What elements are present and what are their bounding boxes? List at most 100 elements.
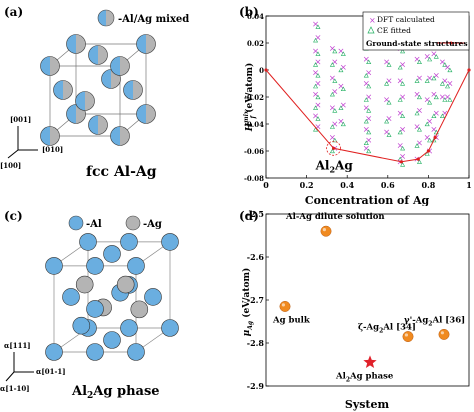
dft-point (400, 62, 406, 68)
y-tick-label: -2.8 (247, 338, 265, 348)
point-marker (402, 331, 414, 343)
al-atom (45, 343, 63, 361)
label-part: Al [34] (382, 323, 416, 333)
ce-point (386, 62, 392, 67)
al-atom (103, 331, 121, 349)
panel-c-label: (c) (4, 209, 23, 223)
dft-point (397, 110, 403, 116)
panel-c: (c) -Al -Ag α[111] α[01-1] α[1-10] Al2Ag… (0, 209, 179, 401)
y-tick-label: -0.06 (244, 147, 264, 156)
ce-point (416, 126, 422, 132)
panel-a: (a) -Al/Ag mixed [001] [010] [100] fcc A… (0, 5, 189, 180)
point-highlight (281, 303, 285, 307)
al-atom (161, 319, 179, 337)
dft-point (414, 56, 420, 62)
mixed-atom (136, 34, 156, 54)
mixed-atom (40, 56, 60, 76)
point-highlight (440, 331, 444, 335)
dft-legend-label: DFT calculated (377, 15, 435, 24)
dft-point (433, 110, 439, 116)
ce-point (416, 59, 422, 64)
y-tick-label: 0.02 (247, 39, 264, 48)
axis-01m1-label: α[01-1] (36, 367, 66, 376)
label-part: Al [36] (431, 315, 465, 325)
point-label: Al2Ag phase (335, 371, 394, 383)
mixed-atom (40, 126, 60, 146)
ce-point (332, 48, 338, 54)
y-tick-label: -0.02 (244, 93, 264, 102)
mixed-atom (66, 34, 86, 54)
dft-point (366, 70, 372, 76)
ce-point (313, 62, 319, 67)
ground-state-point (331, 146, 336, 150)
dft-point (427, 75, 433, 81)
ag-atom (75, 275, 94, 294)
al-atom (86, 343, 104, 361)
ce-point (442, 97, 448, 102)
star-marker (363, 355, 377, 369)
al-legend-label: -Al (86, 219, 102, 230)
dft-point (332, 89, 338, 95)
ce-point (424, 121, 430, 127)
dft-point (433, 72, 439, 78)
ce-point (329, 148, 335, 154)
ce-point (400, 48, 406, 54)
dft-point (386, 78, 392, 84)
al2ag-caption: Al2Ag phase (71, 384, 160, 401)
ce-point (315, 72, 321, 78)
panel-d-label: (d) (239, 209, 259, 223)
ce-point (444, 83, 451, 89)
ce-point (338, 67, 344, 73)
al-atom (120, 233, 138, 251)
dft-point (442, 78, 448, 84)
dft-point (313, 21, 318, 27)
dft-point (366, 94, 372, 100)
ce-point (424, 78, 430, 83)
ce-point (386, 99, 392, 105)
al2ag-lattice (45, 233, 179, 361)
mixed-atom (110, 126, 130, 146)
mixed-atom (53, 80, 73, 100)
mixed-atom (136, 104, 156, 124)
dft-point (427, 118, 433, 124)
dft-point (338, 48, 344, 54)
mixed-atom (110, 56, 130, 76)
mixed-atom (75, 91, 95, 111)
dft-point (340, 102, 346, 108)
dft-point (417, 108, 422, 113)
ce-point (386, 132, 392, 137)
ce-point (332, 108, 338, 113)
ce-point (366, 83, 372, 89)
axis-100-label: [100] (0, 161, 21, 170)
al2ag-annotation: Al2Ag (315, 158, 354, 174)
y-tick-label: -2.6 (247, 252, 265, 262)
tick-group-d: -2.9 -2.8 -2.7 -2.6 -2.5 (247, 209, 269, 391)
ce-point (340, 121, 346, 127)
al-atom (127, 343, 145, 361)
dft-point (363, 81, 369, 86)
dft-point (384, 97, 390, 103)
panel-a-label: (a) (4, 5, 23, 19)
x-tick-label: 1 (466, 180, 472, 190)
dft-point (397, 78, 403, 84)
ce-point (329, 62, 335, 67)
ce-legend-icon (367, 26, 375, 34)
dft-point (439, 59, 445, 65)
ce-point (414, 78, 420, 83)
ce-point (427, 137, 433, 143)
axis-triad-c (5, 352, 34, 382)
axis-010-label: [010] (42, 145, 63, 154)
ce-point (313, 83, 319, 89)
ce-point (431, 137, 437, 143)
x-tick-label: 0 (263, 180, 269, 190)
fcc-caption: fcc Al-Ag (86, 164, 157, 180)
dft-point (332, 121, 338, 127)
axis-001-label: [001] (10, 115, 31, 124)
dft-point (363, 126, 369, 132)
ce-point (315, 94, 321, 100)
ce-point (363, 118, 369, 124)
ce-point (416, 94, 422, 100)
dft-point (313, 91, 318, 97)
